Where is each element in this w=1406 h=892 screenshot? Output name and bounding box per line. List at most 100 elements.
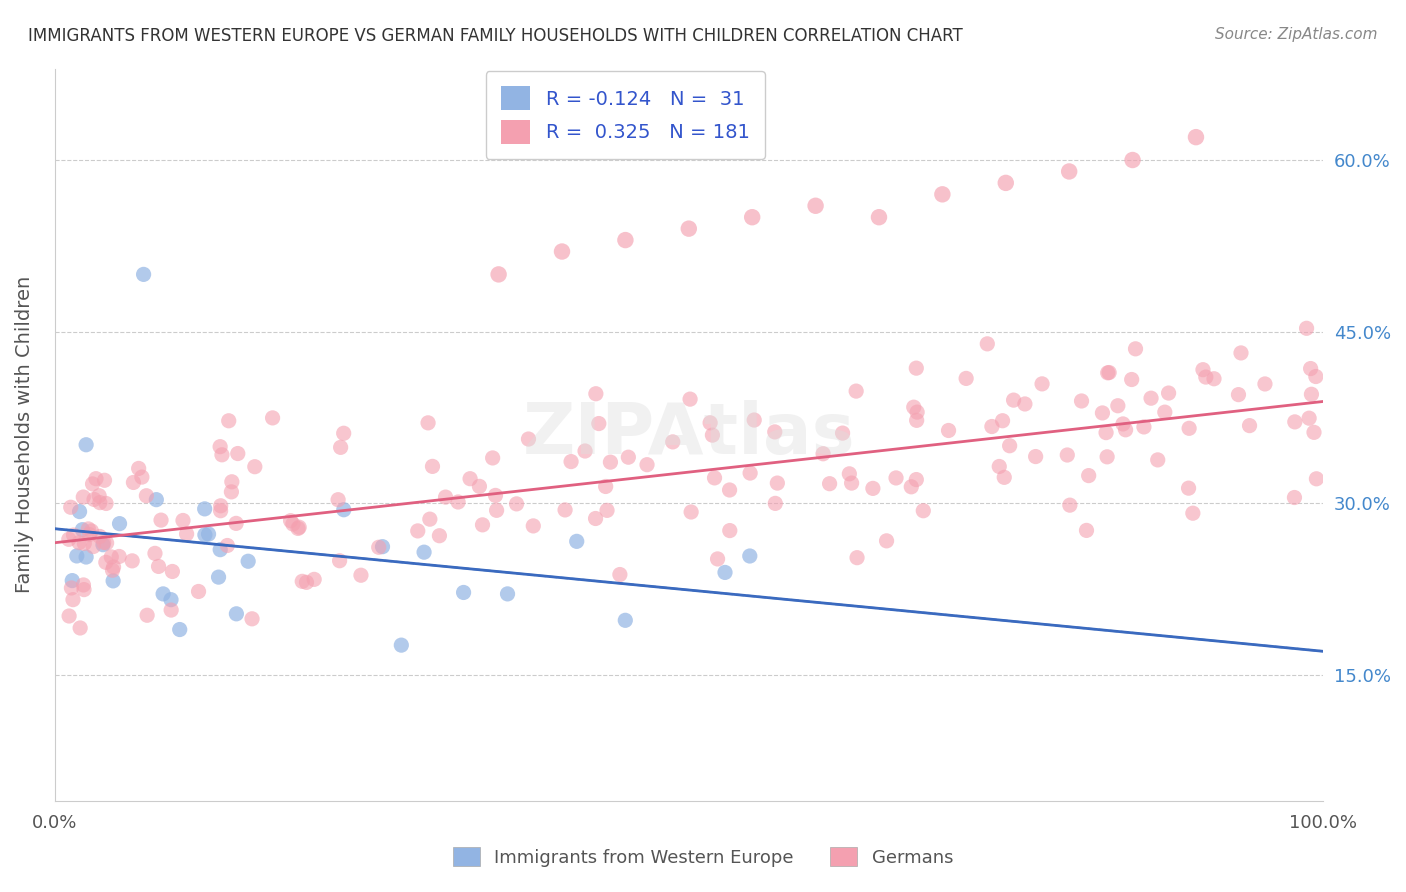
Point (96, 536, 118, 550)
Point (1115, 423, 1137, 437)
Point (841, 476, 863, 491)
Point (1077, 468, 1099, 483)
Point (152, 587, 174, 601)
Point (176, 527, 198, 541)
Text: Source: ZipAtlas.com: Source: ZipAtlas.com (1215, 27, 1378, 42)
Point (1192, 362, 1215, 376)
Point (280, 514, 302, 528)
Point (136, 608, 159, 623)
Point (94, 496, 117, 510)
Point (993, 470, 1015, 484)
Point (73, 536, 96, 550)
Point (1230, 346, 1253, 360)
Point (89, 529, 111, 543)
Point (72, 490, 94, 504)
Point (1299, 361, 1322, 376)
Point (295, 575, 318, 590)
Point (422, 459, 444, 474)
Point (763, 496, 786, 510)
Point (900, 480, 922, 494)
Point (505, 497, 527, 511)
Point (406, 524, 429, 538)
Point (350, 568, 373, 582)
Point (67, 535, 90, 549)
Point (101, 574, 124, 588)
Point (588, 417, 610, 431)
Point (846, 550, 869, 565)
Point (988, 459, 1011, 474)
Point (681, 505, 703, 519)
Point (75, 438, 97, 452)
Point (262, 410, 284, 425)
Point (481, 450, 503, 465)
Point (160, 603, 183, 617)
Point (207, 570, 229, 584)
Point (218, 414, 240, 428)
Point (131, 470, 153, 484)
Point (741, 211, 763, 225)
Point (931, 187, 953, 202)
Point (62, 592, 84, 607)
Point (517, 432, 540, 446)
Point (82, 477, 104, 491)
Point (845, 384, 868, 398)
Point (905, 473, 928, 487)
Point (94, 555, 117, 569)
Point (955, 371, 977, 385)
Point (976, 336, 998, 351)
Point (614, 613, 637, 627)
Point (169, 623, 191, 637)
Point (1295, 321, 1317, 335)
Point (108, 516, 131, 531)
Point (811, 447, 834, 461)
Point (429, 529, 451, 543)
Point (187, 584, 209, 599)
Point (1303, 425, 1326, 440)
Point (560, 454, 582, 468)
Point (905, 405, 928, 419)
Point (58, 533, 80, 547)
Text: IMMIGRANTS FROM WESTERN EUROPE VS GERMAN FAMILY HOUSEHOLDS WITH CHILDREN CORRELA: IMMIGRANTS FROM WESTERN EUROPE VS GERMAN… (28, 27, 963, 45)
Point (59, 500, 82, 515)
Point (413, 545, 436, 559)
Point (1125, 342, 1147, 356)
Point (596, 503, 619, 517)
Point (135, 489, 157, 503)
Point (160, 592, 183, 607)
Point (89, 495, 111, 509)
Point (75, 549, 97, 564)
Point (679, 392, 702, 406)
Point (69, 505, 91, 519)
Point (938, 424, 960, 438)
Point (565, 534, 588, 549)
Point (221, 475, 243, 489)
Point (998, 439, 1021, 453)
Point (150, 513, 173, 527)
Point (197, 527, 219, 541)
Point (122, 475, 145, 490)
Point (471, 517, 494, 532)
Point (281, 516, 304, 531)
Point (585, 386, 607, 401)
Point (1098, 366, 1121, 380)
Point (416, 416, 439, 430)
Point (1298, 411, 1320, 425)
Point (1254, 376, 1277, 391)
Point (703, 471, 725, 485)
Point (862, 482, 884, 496)
Point (1014, 397, 1036, 411)
Text: ZIPAtlas: ZIPAtlas (523, 400, 855, 469)
Point (1177, 481, 1199, 495)
Point (1070, 394, 1092, 409)
Point (62, 528, 84, 542)
Point (100, 549, 122, 564)
Point (903, 400, 925, 414)
Point (83, 492, 105, 507)
Point (389, 638, 412, 652)
Point (831, 426, 853, 441)
Point (1095, 425, 1118, 440)
Y-axis label: Family Households with Children: Family Households with Children (15, 276, 34, 593)
Point (77, 527, 100, 541)
Point (238, 554, 260, 568)
Point (72, 523, 94, 537)
